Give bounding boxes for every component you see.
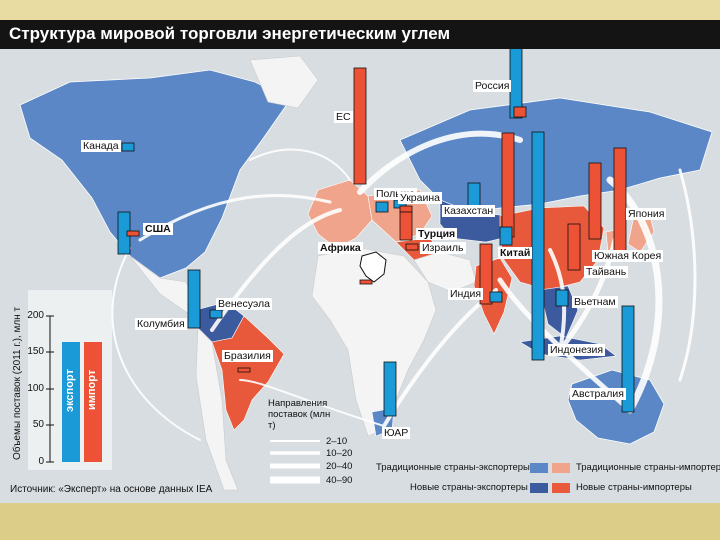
taiwan-import-bar [567,223,581,271]
scale-tick-50: 50 [32,419,44,430]
swatch-new-exporters [530,483,548,493]
korea-import-bar [588,162,602,240]
ukraine-import-bar [399,205,413,213]
brazil-import-bar [237,367,251,373]
label-israel: Израиль [420,242,466,254]
africa-icon [359,251,387,283]
israel-import-bar [405,243,419,251]
flow-legend-item-2: 10–20 [326,448,353,459]
scale-tick-200: 200 [27,310,44,321]
scale-tick-150: 150 [27,346,44,357]
map-title: Структура мировой торговли энергетически… [9,24,451,43]
colombia-export-bar [187,269,201,329]
volume-bars [117,39,635,417]
flow-legend-item-4: 40–90 [326,475,353,486]
label-africa: Африка [318,242,363,254]
india-export-bar [489,291,503,303]
label-japan: Япония [626,208,667,220]
label-usa: США [143,223,173,235]
label-indonesia: Индонезия [548,344,606,356]
label-canada: Канада [81,140,121,152]
scale-export-bar [62,342,80,462]
label-brazil: Бразилия [222,350,273,362]
legend-traditional-exporters: Традиционные страны-экспортеры [376,462,530,473]
scale-import-bar [84,342,102,462]
swatch-traditional-exporters [530,463,548,473]
eu-import-bar [353,67,367,185]
bottom-band [0,503,720,540]
coal-trade-map: Структура мировой торговли энергетически… [0,20,720,503]
label-australia: Австралия [570,388,626,400]
label-vietnam: Вьетнам [572,296,618,308]
south-america-west-land [195,327,239,491]
brazil-land [211,315,285,431]
flow-legend-item-1: 2–10 [326,436,348,447]
china-import-bar [501,132,515,238]
scale-panel [28,290,112,470]
russia-land [399,97,713,213]
turkey-import-bar [399,211,413,241]
australia-land [567,369,665,445]
flow-legend-lines [270,440,320,484]
greenland-land [249,55,319,109]
japan-import-bar [613,147,627,255]
label-sar: ЮАР [382,427,411,439]
usa-import-bar [126,230,140,237]
scale-tick-100: 100 [27,383,44,394]
poland-export-bar [375,201,389,213]
top-band [0,0,720,20]
scale-import-label: импорт [86,369,98,410]
north-america-land [19,69,291,279]
label-russia: Россия [473,80,512,92]
swatch-traditional-importers [552,463,570,473]
label-korea: Южная Корея [592,250,664,262]
indonesia-export-bar [531,131,545,361]
scale-export-label: экспорт [64,369,76,412]
label-kazakhstan: Казахстан [442,205,496,217]
source-note: Источник: «Эксперт» на основе данных IEA [10,484,213,495]
africa-import-bar [359,279,373,285]
vietnam-export-bar [555,289,569,307]
sar-export-bar [383,361,397,417]
legend-new-importers: Новые страны-импортеры [576,482,692,493]
australia-export-bar [621,305,635,413]
china-export-bar [499,226,513,246]
swatch-new-importers [552,483,570,493]
label-eu: ЕС [334,111,353,123]
scale-axis-label: Объемы поставок (2011 г.), млн т [12,306,23,460]
label-colombia: Колумбия [135,318,187,330]
label-india: Индия [448,288,484,300]
scale-tick-0: 0 [38,456,44,467]
flow-legend-item-3: 20–40 [326,461,353,472]
label-taiwan: Тайвань [584,266,629,278]
venezuela-export-bar [209,309,223,319]
label-ukraine: Украина [398,192,442,204]
title-bar: Структура мировой торговли энергетически… [0,20,720,49]
canada-export-bar [121,142,135,152]
label-turkey: Турция [416,228,458,240]
world-map-graphic [19,39,713,491]
russia-export-bar [509,39,523,119]
legend-new-exporters: Новые страны-экспортеры [410,482,528,493]
russia-import-bar [513,106,527,118]
flow-legend-heading: Направления поставок (млн т) [268,398,331,431]
label-venezuela: Венесуэла [216,298,272,310]
label-china: Китай [498,247,533,259]
legend-traditional-importers: Традиционные страны-импортеры [576,462,720,473]
